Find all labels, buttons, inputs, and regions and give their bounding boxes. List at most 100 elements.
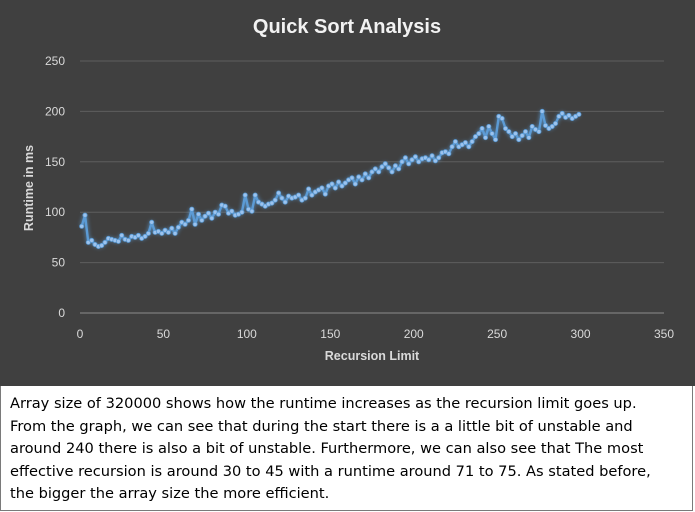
data-point	[309, 192, 315, 198]
data-point	[199, 217, 205, 223]
x-tick-label-200: 200	[404, 327, 424, 341]
y-tick-label-150: 150	[45, 155, 65, 169]
data-point	[282, 199, 288, 205]
data-point	[386, 165, 392, 171]
data-point	[396, 166, 402, 172]
data-point	[169, 225, 175, 231]
data-point	[135, 232, 141, 238]
data-point	[145, 230, 151, 236]
series-line-0	[80, 110, 580, 248]
data-point	[149, 219, 155, 225]
data-point	[356, 174, 362, 180]
data-point	[416, 159, 422, 165]
data-point	[102, 239, 108, 245]
data-point	[379, 164, 385, 170]
tick-labels: 0 50 100 150 200 250 0 50 100 150 200 250 300 350	[45, 54, 674, 341]
data-point	[436, 155, 442, 161]
data-point	[523, 129, 529, 135]
data-point	[509, 134, 515, 140]
data-point	[566, 112, 572, 118]
data-point	[239, 209, 245, 215]
data-point	[322, 191, 328, 197]
data-point	[359, 177, 365, 183]
y-axis-title: Runtime in ms	[22, 145, 36, 231]
caption-line-4: effective recursion is around 30 to 45 w…	[10, 462, 651, 480]
data-point	[556, 113, 562, 119]
data-point	[543, 123, 549, 129]
data-point	[402, 155, 408, 161]
data-point	[426, 157, 432, 163]
data-point	[539, 108, 545, 114]
x-tick-label-350: 350	[654, 327, 674, 341]
caption-line-5: the bigger the array size the more effic…	[10, 485, 330, 502]
data-point	[99, 242, 105, 248]
data-point	[412, 154, 418, 160]
data-point	[175, 224, 181, 230]
chart-panel: Quick Sort Analysis 0 50 100 150 200 250 0 50 10…	[0, 0, 695, 386]
x-tick-label-0: 0	[77, 327, 84, 341]
data-point	[202, 213, 208, 219]
data-point	[336, 179, 342, 185]
y-tick-label-50: 50	[52, 256, 66, 270]
data-point	[389, 169, 395, 175]
data-point	[492, 137, 498, 143]
data-point	[516, 137, 522, 143]
data-point	[489, 131, 495, 137]
gridlines	[80, 60, 664, 314]
data-point	[142, 233, 148, 239]
data-point	[182, 221, 188, 227]
data-point	[209, 215, 215, 221]
data-point	[499, 116, 505, 122]
data-point	[279, 195, 285, 201]
data-point	[486, 124, 492, 130]
data-point	[466, 144, 472, 150]
data-point	[185, 217, 191, 223]
y-tick-label-100: 100	[45, 205, 65, 219]
data-point	[482, 135, 488, 141]
y-tick-label-250: 250	[45, 54, 65, 68]
data-point	[349, 175, 355, 181]
data-point	[536, 129, 542, 135]
data-point	[269, 200, 275, 206]
data-point	[469, 139, 475, 145]
data-point	[506, 129, 512, 135]
data-point	[452, 139, 458, 145]
data-point	[549, 124, 555, 130]
data-point	[513, 131, 519, 137]
caption-box: Array size of 320000 shows how the runti…	[0, 386, 693, 511]
data-point	[352, 181, 358, 187]
caption-line-3: around 240 there is also a bit of unstab…	[10, 440, 644, 457]
data-point	[276, 190, 282, 196]
data-point	[449, 144, 455, 150]
data-point	[329, 181, 335, 187]
data-point	[502, 126, 508, 132]
data-point	[476, 131, 482, 137]
data-point	[195, 211, 201, 217]
data-point	[376, 169, 382, 175]
x-axis-title: Recursion Limit	[325, 349, 420, 363]
data-point	[306, 186, 312, 192]
data-point	[429, 153, 435, 159]
data-point	[559, 110, 565, 116]
data-point	[242, 192, 248, 198]
data-point	[342, 180, 348, 186]
line-chart: Quick Sort Analysis 0 50 100 150 200 250 0 50 10…	[22, 16, 674, 363]
data-point	[272, 197, 278, 203]
data-point	[576, 111, 582, 117]
y-tick-label-200: 200	[45, 104, 65, 118]
data-point	[79, 223, 85, 229]
data-point	[392, 163, 398, 169]
data-point	[432, 158, 438, 164]
data-point	[462, 140, 468, 146]
caption-text: Array size of 320000 shows how the runti…	[1, 386, 692, 506]
data-point	[252, 192, 258, 198]
data-point	[319, 185, 325, 191]
data-point	[369, 169, 375, 175]
data-point	[372, 166, 378, 172]
data-point	[553, 121, 559, 127]
caption-line-1: Array size of 320000 shows how the runti…	[10, 395, 637, 412]
data-point	[362, 171, 368, 177]
data-point	[519, 133, 525, 139]
data-point	[409, 157, 415, 163]
